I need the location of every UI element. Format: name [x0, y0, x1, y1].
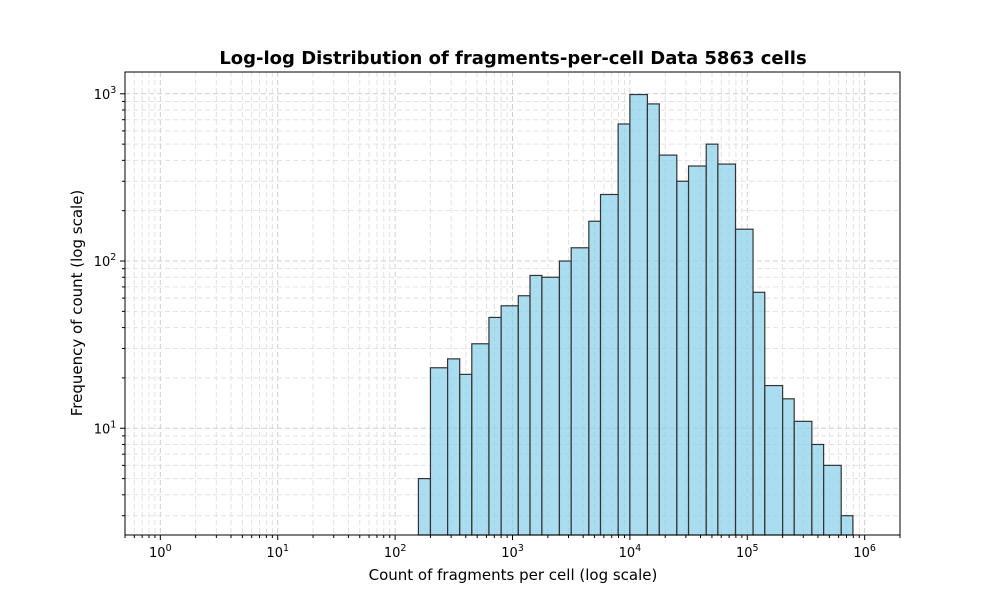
x-tick-label: 103: [501, 543, 524, 561]
histogram-bar: [558, 260, 572, 536]
histogram-bar: [471, 343, 490, 536]
y-tick-label: 101: [94, 419, 117, 437]
histogram-bar: [752, 291, 766, 536]
histogram-bar: [646, 103, 660, 536]
x-tick-label: 105: [736, 543, 759, 561]
histogram-bar: [500, 305, 519, 536]
histogram-bar: [447, 358, 461, 536]
histogram-bar: [734, 228, 754, 536]
axis-tick-labels: 100 101 102 103 104 105 106 101 102 103: [94, 85, 876, 561]
histogram-bar: [417, 478, 432, 536]
histogram-bar: [617, 123, 631, 536]
histogram-bar: [811, 443, 825, 536]
histogram-bar: [793, 420, 813, 536]
y-tick-label: 102: [94, 252, 117, 270]
histogram-bar: [459, 373, 473, 536]
histogram-bar: [599, 193, 619, 536]
chart-title: Log-log Distribution of fragments-per-ce…: [219, 48, 806, 69]
histogram-bar: [687, 165, 707, 536]
histogram-bar: [764, 384, 784, 536]
histogram-bars: [417, 93, 854, 536]
histogram-bar: [717, 163, 737, 536]
histogram-bar: [840, 515, 854, 536]
x-tick-label: 102: [384, 543, 407, 561]
histogram-bar: [629, 93, 649, 536]
y-axis-label: Frequency of count (log scale): [68, 190, 86, 417]
x-tick-label: 101: [266, 543, 289, 561]
x-tick-label: 106: [853, 543, 876, 561]
histogram-bar: [570, 247, 590, 536]
histogram-bar: [705, 143, 719, 536]
x-tick-label: 104: [619, 543, 642, 561]
histogram-bar: [429, 367, 449, 536]
histogram-bar: [658, 154, 678, 536]
histogram-bar: [588, 220, 602, 536]
axis-ticks: [120, 93, 901, 540]
histogram-bar: [782, 398, 795, 536]
histogram-bar: [529, 274, 543, 536]
histogram-bar: [488, 316, 502, 536]
histogram-bar: [676, 180, 690, 536]
histogram-bar: [517, 295, 531, 536]
y-tick-label: 103: [94, 85, 117, 103]
x-axis-label: Count of fragments per cell (log scale): [369, 566, 658, 584]
x-tick-label: 100: [149, 543, 172, 561]
histogram-bar: [823, 464, 842, 536]
histogram-bar: [541, 276, 561, 536]
